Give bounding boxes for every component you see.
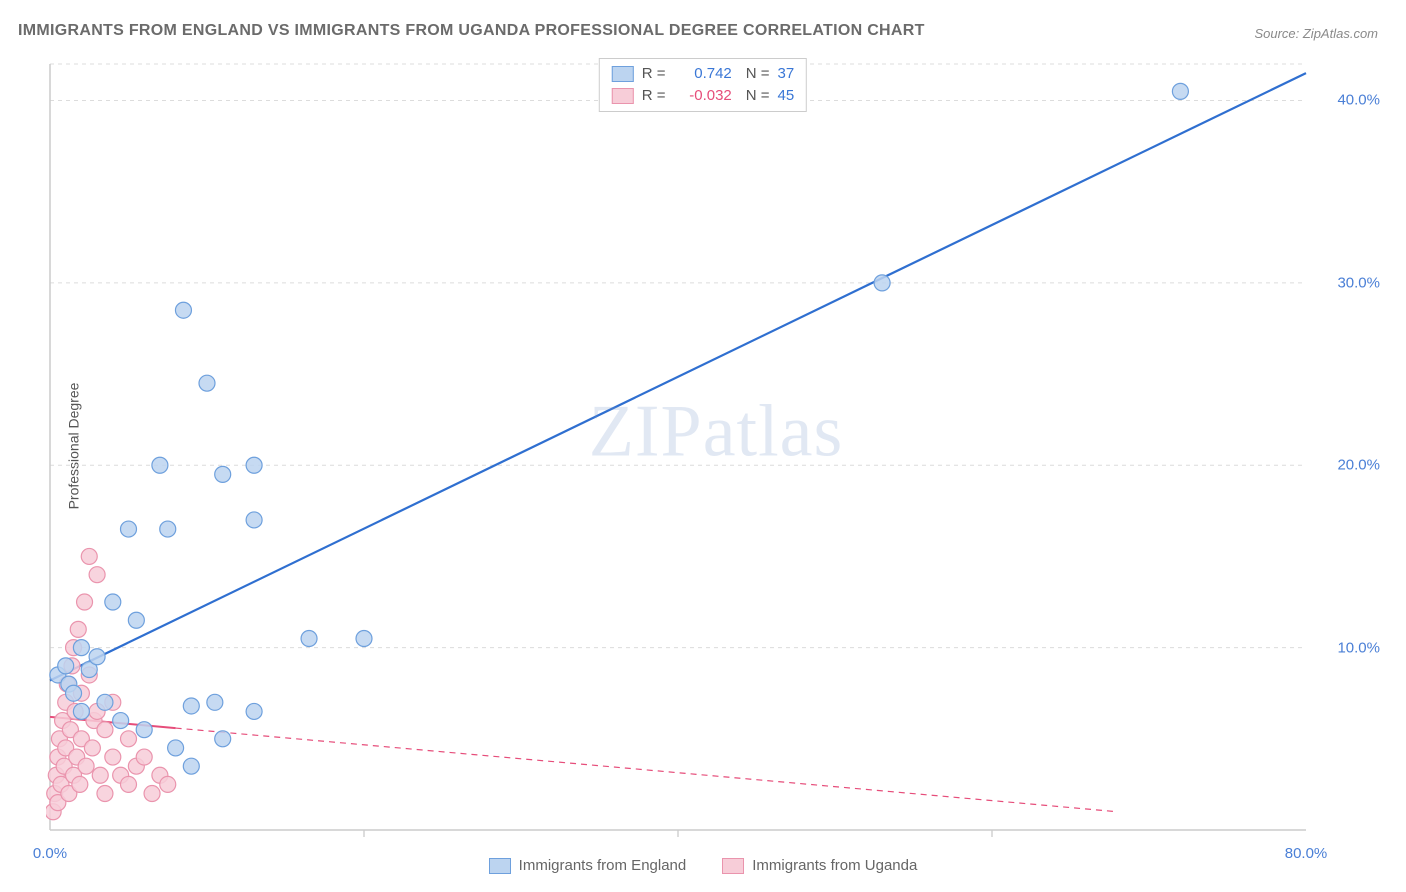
swatch-uganda-icon (722, 858, 744, 874)
legend-item-uganda: Immigrants from Uganda (722, 857, 917, 874)
chart-svg (46, 54, 1386, 842)
n-value-uganda: 45 (778, 85, 795, 107)
r-label: R = (642, 63, 670, 85)
swatch-england (612, 66, 634, 82)
plot-area: ZIPatlas (46, 54, 1386, 842)
legend-row-england: R = 0.742 N = 37 (612, 63, 794, 85)
source-label: Source: ZipAtlas.com (1254, 26, 1378, 41)
r-value-uganda: -0.032 (678, 85, 732, 107)
chart-title: IMMIGRANTS FROM ENGLAND VS IMMIGRANTS FR… (18, 22, 925, 40)
n-value-england: 37 (778, 63, 795, 85)
series-legend: Immigrants from England Immigrants from … (0, 857, 1406, 874)
n-label: N = (746, 85, 770, 107)
r-value-england: 0.742 (678, 63, 732, 85)
y-tick-label: 30.0% (1337, 274, 1380, 291)
swatch-england-icon (489, 858, 511, 874)
legend-item-england: Immigrants from England (489, 857, 687, 874)
y-tick-label: 40.0% (1337, 92, 1380, 109)
swatch-uganda (612, 88, 634, 104)
correlation-legend: R = 0.742 N = 37 R = -0.032 N = 45 (599, 58, 807, 112)
legend-label-uganda: Immigrants from Uganda (752, 857, 917, 874)
legend-row-uganda: R = -0.032 N = 45 (612, 85, 794, 107)
x-tick-label: 80.0% (1285, 845, 1328, 862)
y-tick-label: 10.0% (1337, 639, 1380, 656)
y-tick-label: 20.0% (1337, 457, 1380, 474)
r-label: R = (642, 85, 670, 107)
x-tick-label: 0.0% (33, 845, 67, 862)
n-label: N = (746, 63, 770, 85)
legend-label-england: Immigrants from England (519, 857, 687, 874)
